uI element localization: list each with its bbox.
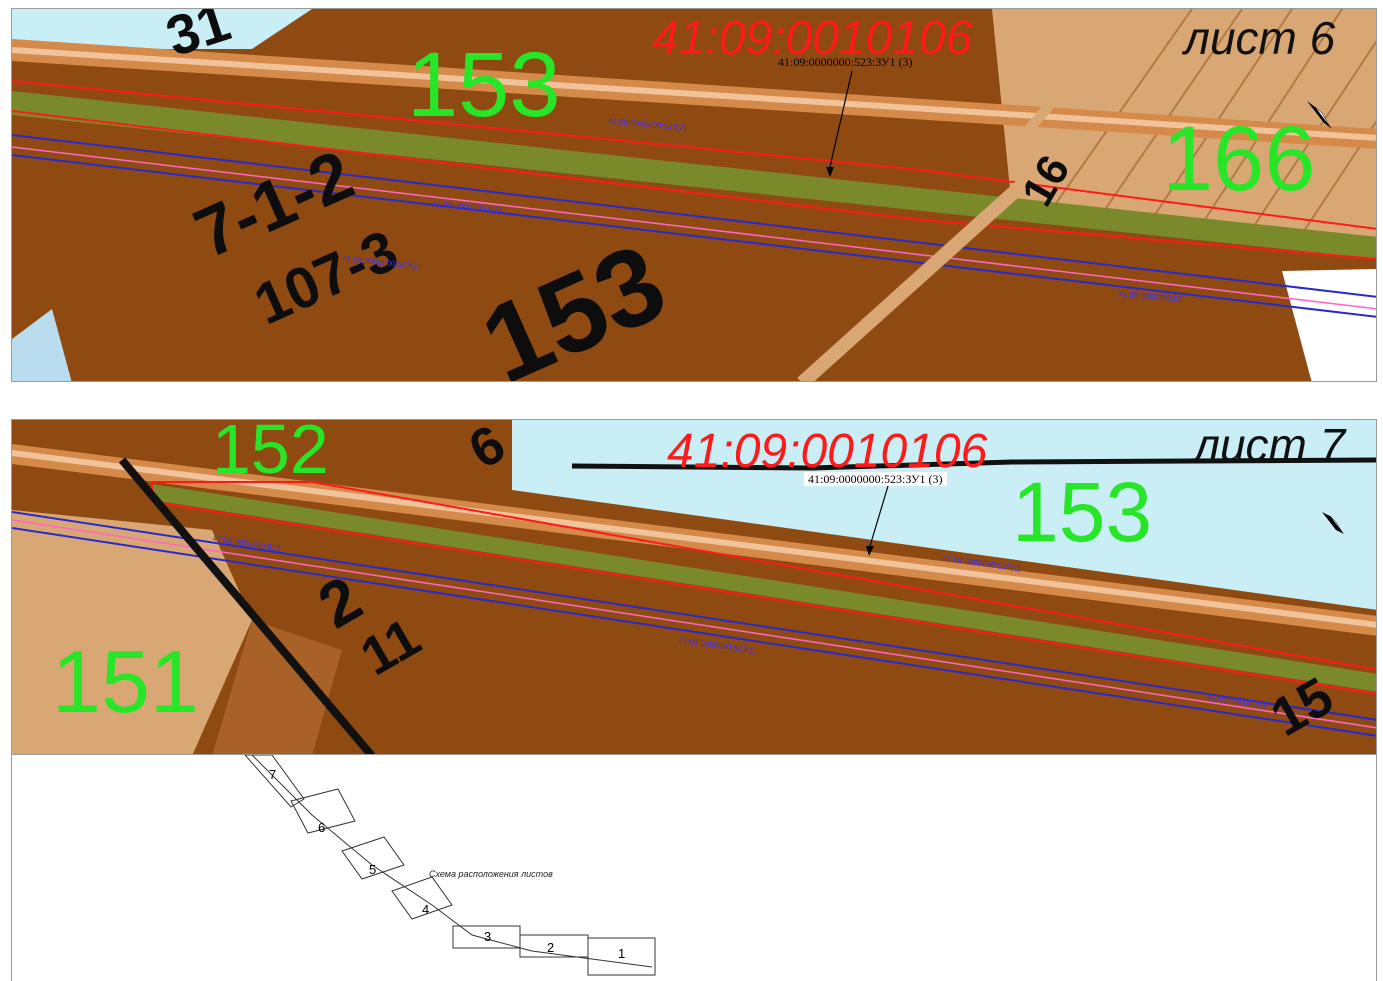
sheet-frame [290, 788, 356, 834]
north-arrow-icon [1322, 512, 1344, 534]
water-area [12, 9, 312, 49]
red-boundary-line [12, 80, 1376, 230]
sheet-number: 2 [547, 940, 555, 955]
block-number-label: 153 [407, 34, 561, 136]
layout-scheme-graphic [244, 755, 656, 976]
north-arrow-icon [1307, 101, 1332, 129]
sheet-frame [587, 937, 656, 976]
blank-area [1282, 269, 1376, 381]
water-area [12, 309, 72, 381]
sheet-number: 7 [269, 767, 277, 782]
sheet-frame [341, 836, 405, 880]
cadastral-quarter-label: 41:09:0010106 [667, 425, 988, 478]
pink-boundary-line [12, 519, 1376, 729]
sheet-number: 4 [422, 902, 430, 917]
sheet-frame [391, 876, 453, 920]
sheet-number: 5 [369, 862, 377, 877]
sheet-7-map-graphic [12, 420, 1376, 754]
vegetation-strip [152, 484, 1376, 692]
parcel-callout-label: 41:09:0000000:523:ЗУ1 (3) [804, 472, 947, 486]
map-sheet-6: 31 7-1-2 107-3 153 16 153 166 41:09:0010… [11, 8, 1377, 382]
layout-scheme-caption: Схема расположения листов [429, 869, 553, 879]
road-highlight [12, 450, 1376, 628]
dark-boundary-line [571, 457, 1376, 471]
block-number-label: 153 [1012, 465, 1153, 559]
callout-arrow-line [829, 70, 853, 168]
sheet-number: 6 [318, 820, 326, 835]
blue-boundary-line [12, 527, 1376, 737]
map-sheet-7: 2 11 6 15 152 153 151 41:09:0010106 лист… [11, 419, 1377, 755]
red-boundary-line [12, 110, 1376, 260]
sheet-number: 1 [618, 946, 626, 961]
sheet-title: лист 6 [1184, 12, 1336, 64]
blue-boundary-line [12, 134, 1376, 298]
callout-arrow-head [866, 546, 874, 556]
sheet-6-map-graphic [12, 9, 1376, 381]
blue-boundary-line [12, 511, 1376, 721]
tan-parcel-area [212, 620, 342, 754]
vegetation-strip [12, 91, 1376, 259]
cadastral-quarter-label: 41:09:0010106 [652, 12, 973, 65]
tan-parcel-area [12, 510, 252, 754]
parcel-callout-label: 41:09:0000000:523:ЗУ1 (3) [778, 55, 913, 69]
block-number-label: 151 [52, 632, 199, 731]
dark-diagonal-line [118, 457, 376, 754]
block-number-label: 152 [212, 419, 329, 488]
sheet-number: 3 [484, 929, 492, 944]
block-number-label: 166 [1162, 108, 1316, 210]
callout-arrow-line [869, 485, 889, 547]
callout-arrow-head [826, 167, 834, 177]
sheet-title: лист 7 [1194, 419, 1346, 471]
blue-boundary-line [12, 154, 1376, 318]
sheet-layout-scheme: 7 6 5 4 3 2 1 Схема расположения листов [11, 755, 1377, 981]
sheet-frame [244, 755, 305, 808]
diagonal-road [797, 143, 1067, 381]
pink-boundary-line [12, 146, 1376, 310]
route-line [251, 755, 653, 968]
diagonal-road [1008, 9, 1136, 153]
